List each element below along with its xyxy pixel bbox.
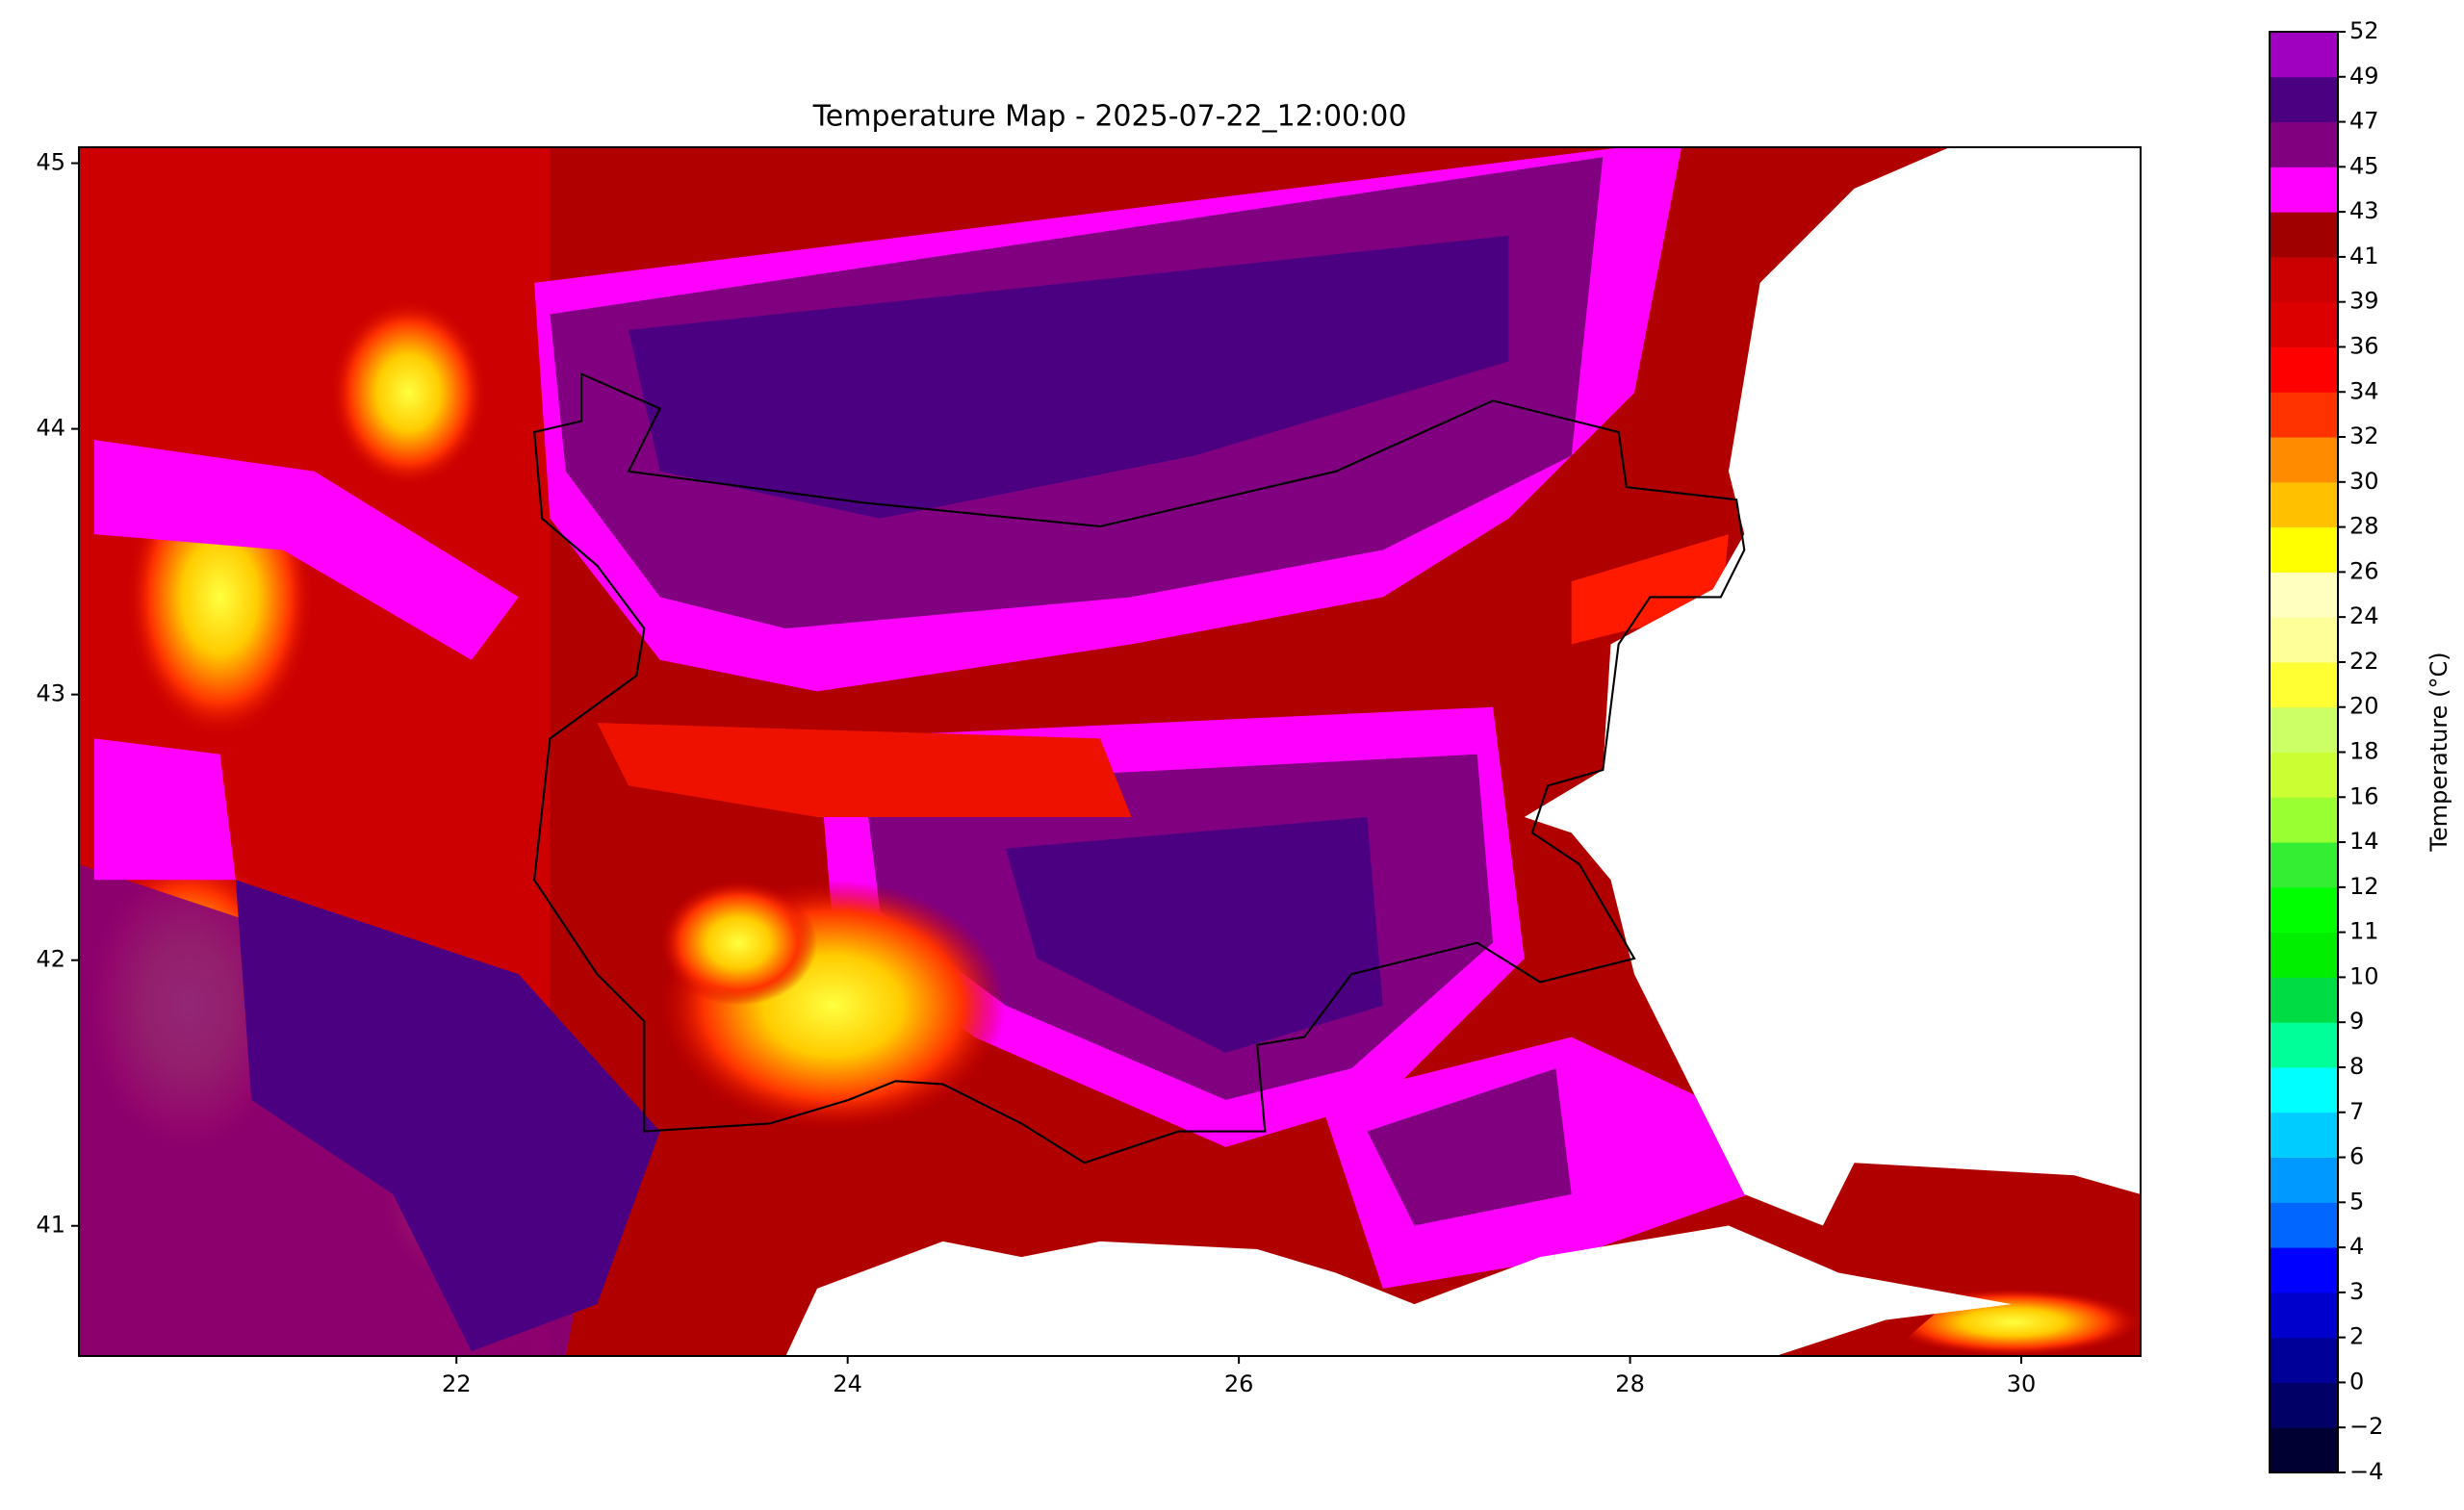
y-tick-label: 43: [36, 680, 65, 707]
colorbar-tick-label: 24: [2349, 602, 2379, 629]
colorbar-tick-label: 11: [2349, 918, 2379, 945]
colorbar-bin: [2270, 617, 2338, 663]
colorbar-bin: [2270, 661, 2338, 708]
colorbar-tick-label: 3: [2349, 1278, 2364, 1305]
colorbar-bin: [2270, 932, 2338, 978]
colorbar-tick-label: 45: [2349, 152, 2379, 179]
colorbar-bin: [2270, 166, 2338, 213]
colorbar-tick-label: 12: [2349, 873, 2379, 900]
x-tick-label: 30: [2007, 1370, 2037, 1397]
colorbar-bin: [2270, 212, 2338, 258]
axes-frame: [78, 146, 2142, 1357]
colorbar-tick-label: 26: [2349, 557, 2379, 584]
colorbar-tick-label: 32: [2349, 422, 2379, 449]
colorbar-bin: [2270, 301, 2338, 347]
colorbar-bin: [2270, 1202, 2338, 1248]
colorbar-tick-label: 20: [2349, 693, 2379, 720]
colorbar-bin: [2270, 256, 2338, 303]
x-tick-label: 24: [833, 1370, 862, 1397]
colorbar-bin: [2270, 392, 2338, 438]
colorbar-tick-label: 8: [2349, 1053, 2364, 1080]
colorbar-bin: [2270, 842, 2338, 888]
colorbar-bin: [2270, 1022, 2338, 1068]
colorbar-bin: [2270, 32, 2338, 78]
colorbar-tick-label: 14: [2349, 828, 2379, 855]
colorbar-tick-label: 6: [2349, 1143, 2364, 1170]
colorbar-tick-label: 47: [2349, 108, 2379, 135]
x-tick-label: 22: [442, 1370, 472, 1397]
colorbar-tick-label: 28: [2349, 513, 2379, 540]
colorbar-bin: [2270, 481, 2338, 528]
colorbar-tick-label: −2: [2349, 1413, 2383, 1440]
colorbar-tick-label: −4: [2349, 1458, 2383, 1485]
colorbar-bin: [2270, 797, 2338, 843]
y-tick-label: 42: [36, 946, 65, 973]
colorbar-bin: [2270, 752, 2338, 798]
colorbar-tick-label: 49: [2349, 63, 2379, 90]
colorbar-tick-label: 16: [2349, 782, 2379, 809]
colorbar-tick-label: 4: [2349, 1233, 2364, 1260]
colorbar-bin: [2270, 977, 2338, 1023]
colorbar-tick-label: 0: [2349, 1368, 2364, 1395]
y-tick-label: 45: [36, 149, 65, 176]
colorbar-bin: [2270, 1157, 2338, 1203]
colorbar-label: Temperature (°C): [2426, 652, 2452, 852]
colorbar-tick-label: 30: [2349, 468, 2379, 495]
colorbar-tick-label: 2: [2349, 1323, 2364, 1350]
colorbar-tick-label: 18: [2349, 738, 2379, 765]
y-tick-label: 41: [36, 1212, 65, 1239]
x-tick-label: 28: [1615, 1370, 1645, 1397]
colorbar-bin: [2270, 1292, 2338, 1339]
colorbar-tick-label: 34: [2349, 377, 2379, 404]
colorbar-tick-label: 7: [2349, 1098, 2364, 1125]
colorbar-bin: [2270, 437, 2338, 483]
colorbar-bin: [2270, 76, 2338, 123]
colorbar-tick-label: 10: [2349, 962, 2379, 989]
colorbar-tick-label: 22: [2349, 648, 2379, 675]
colorbar-bin: [2270, 1112, 2338, 1159]
colorbar-tick-label: 5: [2349, 1188, 2364, 1215]
colorbar-bin: [2270, 1427, 2338, 1473]
colorbar-bin: [2270, 1247, 2338, 1293]
colorbar-tick-label: 36: [2349, 332, 2379, 359]
colorbar-bin: [2270, 886, 2338, 934]
colorbar-tick-label: 41: [2349, 243, 2379, 269]
colorbar-tick-label: 43: [2349, 197, 2379, 224]
x-tick-label: 26: [1224, 1370, 1254, 1397]
colorbar-bin: [2270, 1337, 2338, 1383]
map-raster: [79, 147, 2141, 1356]
colorbar-bin: [2270, 706, 2338, 753]
colorbar-tick-label: 9: [2349, 1008, 2364, 1035]
colorbar-bin: [2270, 1066, 2338, 1113]
colorbar-bin: [2270, 526, 2338, 573]
colorbar-bin: [2270, 572, 2338, 618]
chart-title: Temperature Map - 2025-07-22_12:00:00: [812, 100, 1407, 134]
colorbar-tick-label: 39: [2349, 288, 2379, 315]
colorbar-bin: [2270, 121, 2338, 167]
colorbar-bin: [2270, 1382, 2338, 1428]
colorbar-tick-label: 52: [2349, 17, 2379, 44]
colorbar-bin: [2270, 346, 2338, 393]
y-tick-label: 44: [36, 415, 65, 442]
